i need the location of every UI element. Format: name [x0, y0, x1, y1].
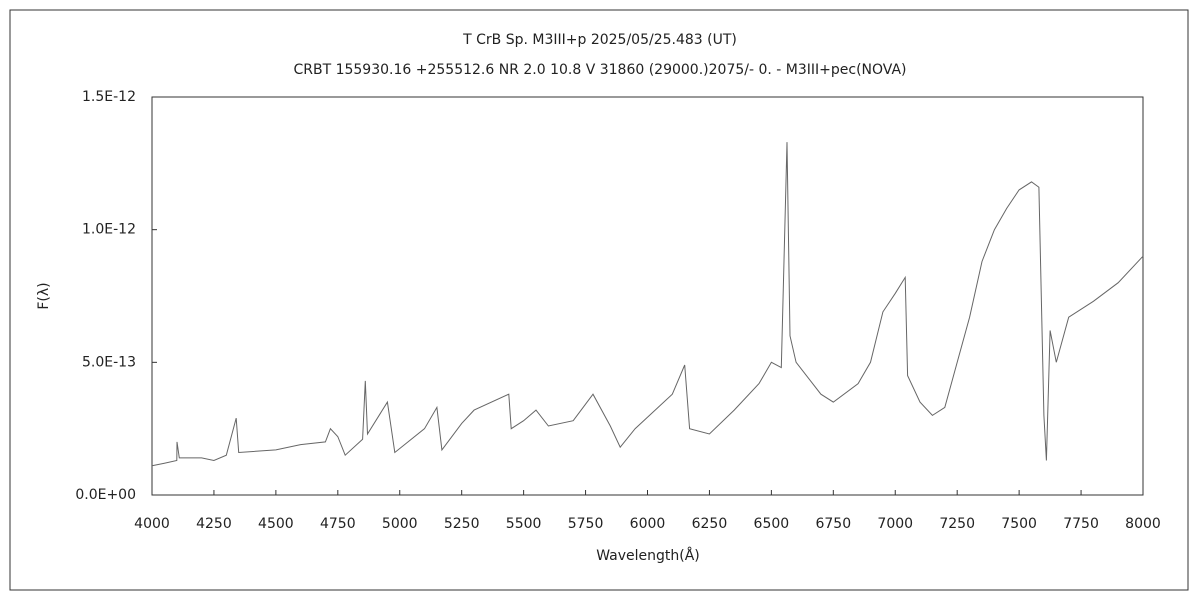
chart-subtitle: CRBT 155930.16 +255512.6 NR 2.0 10.8 V 3…	[293, 62, 906, 78]
x-tick-label: 7500	[1001, 516, 1037, 532]
x-tick-label: 7000	[877, 516, 913, 532]
chart-title: T CrB Sp. M3III+p 2025/05/25.483 (UT)	[462, 32, 737, 48]
x-tick-label: 5500	[506, 516, 542, 532]
frame	[9, 9, 1189, 591]
x-tick-label: 7250	[939, 516, 975, 532]
x-tick-label: 6000	[630, 516, 666, 532]
y-tick-label: 5.0E-13	[82, 354, 136, 370]
x-tick-label: 5750	[568, 516, 604, 532]
x-tick-label: 6500	[754, 516, 790, 532]
x-tick-label: 4750	[320, 516, 356, 532]
x-tick-label: 4250	[196, 516, 232, 532]
x-tick-label: 8000	[1125, 516, 1161, 532]
x-tick-label: 6250	[692, 516, 728, 532]
y-tick-label: 1.0E-12	[82, 222, 136, 238]
spectrum-line	[151, 142, 1144, 467]
plot-area	[151, 96, 1144, 496]
y-tick-label: 0.0E+00	[75, 487, 136, 503]
x-tick-label: 5250	[444, 516, 480, 532]
x-tick-label: 6750	[815, 516, 851, 532]
x-axis-label: Wavelength(Å)	[596, 547, 700, 564]
y-tick-label: 1.5E-12	[82, 89, 136, 105]
x-tick-label: 4500	[258, 516, 294, 532]
x-tick-label: 7750	[1063, 516, 1099, 532]
x-tick-label: 4000	[134, 516, 170, 532]
x-tick-label: 5000	[382, 516, 418, 532]
y-axis-label: F(λ)	[36, 282, 52, 309]
